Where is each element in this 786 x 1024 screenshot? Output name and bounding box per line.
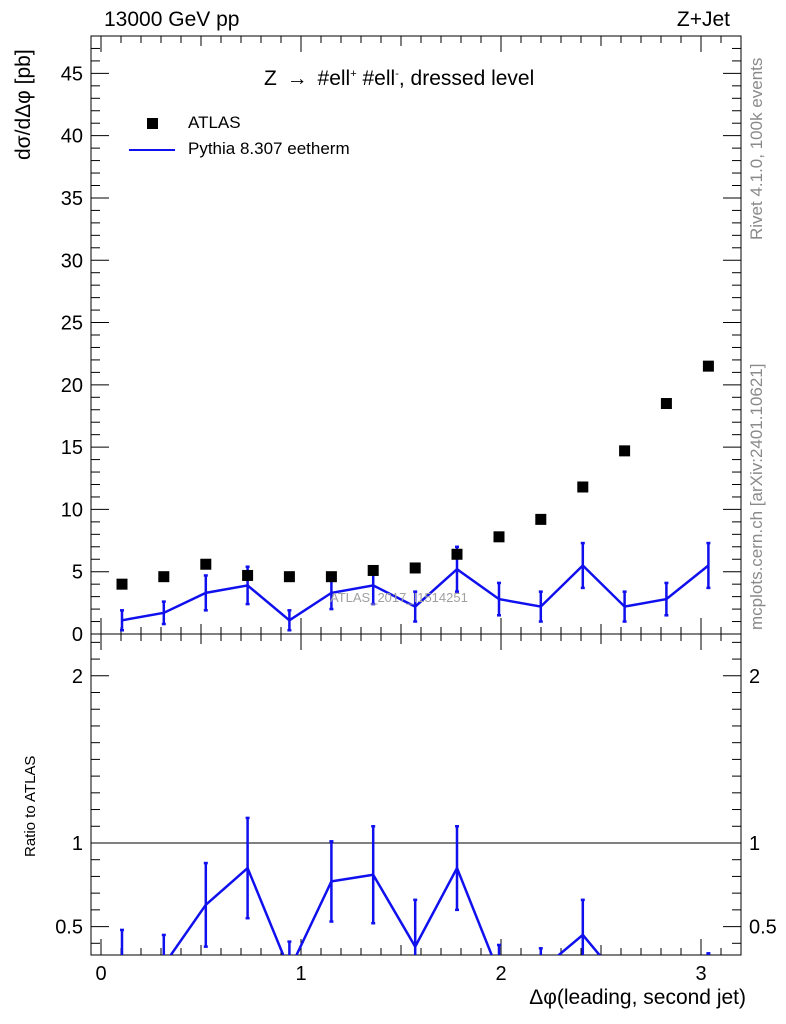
atlas-data-point [116,578,128,590]
y-axis-label-ratio: Ratio to ATLAS [22,755,39,857]
title-part-a: Z [264,67,277,90]
atlas-data-point [158,571,170,583]
title-part-c: #ell [362,67,396,90]
ratio-y-tick-label-left: 1 [72,833,83,855]
analysis-watermark: ATLAS_2017_I1514251 [330,590,468,605]
ratio-y-tick-label-right: 0.5 [749,917,777,939]
title-sup-minus: - [395,68,399,80]
legend-label-atlas: ATLAS [188,113,241,132]
main-y-tick-label: 15 [61,437,83,459]
ratio-data-layer [120,816,711,955]
header-left: 13000 GeV pp [104,8,240,31]
atlas-data-point [409,562,421,574]
main-y-tick-label: 10 [61,499,83,521]
main-y-tick-label: 45 [61,63,83,85]
x-tick-label: 2 [495,963,506,985]
x-tick-label: 3 [695,963,706,985]
main-y-tick-label: 25 [61,313,83,335]
atlas-data-point [493,531,505,543]
x-tick-label: 1 [295,963,306,985]
y-axis-label-main: dσ/dΔφ [pb] [12,49,35,160]
main-y-tick-label: 0 [72,624,83,646]
header-right: Z+Jet [676,8,730,31]
atlas-data-point [242,569,254,581]
title-arrow: → [286,67,308,90]
ratio-y-tick-label-right: 2 [749,666,760,688]
atlas-data-point [619,445,631,457]
ratio-panel: 0 1 2 3 0.5 0.5 1 1 2 2 [55,633,777,985]
main-y-tick-label: 35 [61,188,83,210]
x-tick-label: 0 [95,963,106,985]
main-y-tick-label: 20 [61,375,83,397]
legend-label-pythia: Pythia 8.307 eetherm [188,139,350,158]
ratio-y-tick-label-right: 1 [749,833,760,855]
mcplots-label: mcplots.cern.ch [arXiv:2401.10621] [747,363,766,630]
ratio-y-tick-label-left: 0.5 [55,917,83,939]
chart-title: Z → #ell+ #ell-, dressed level [264,67,534,91]
main-y-tick-label: 40 [61,126,83,148]
atlas-data-point [283,571,295,583]
legend-marker-atlas [147,118,158,129]
atlas-data-point [325,571,337,583]
main-data-layer [116,360,714,632]
atlas-data-point [367,564,379,576]
atlas-data-point [702,360,714,372]
title-part-b: #ell [317,67,351,90]
main-y-tick-label: 5 [72,562,83,584]
main-panel: 0 5 10 15 20 25 30 35 40 45 [61,35,742,646]
atlas-data-point [200,558,212,570]
main-y-tick-label: 30 [61,250,83,272]
atlas-data-point [535,513,547,525]
ratio-y-tick-label-left: 2 [72,666,83,688]
atlas-data-point [451,548,463,560]
rivet-label: Rivet 4.1.0, 100k events [747,57,766,240]
legend-line-pythia [129,149,175,151]
title-part-d: , dressed level [398,67,535,90]
atlas-data-point [577,481,589,493]
title-sup-plus: + [350,68,357,80]
atlas-data-point [660,398,672,410]
x-axis-label: Δφ(leading, second jet) [529,986,746,1009]
